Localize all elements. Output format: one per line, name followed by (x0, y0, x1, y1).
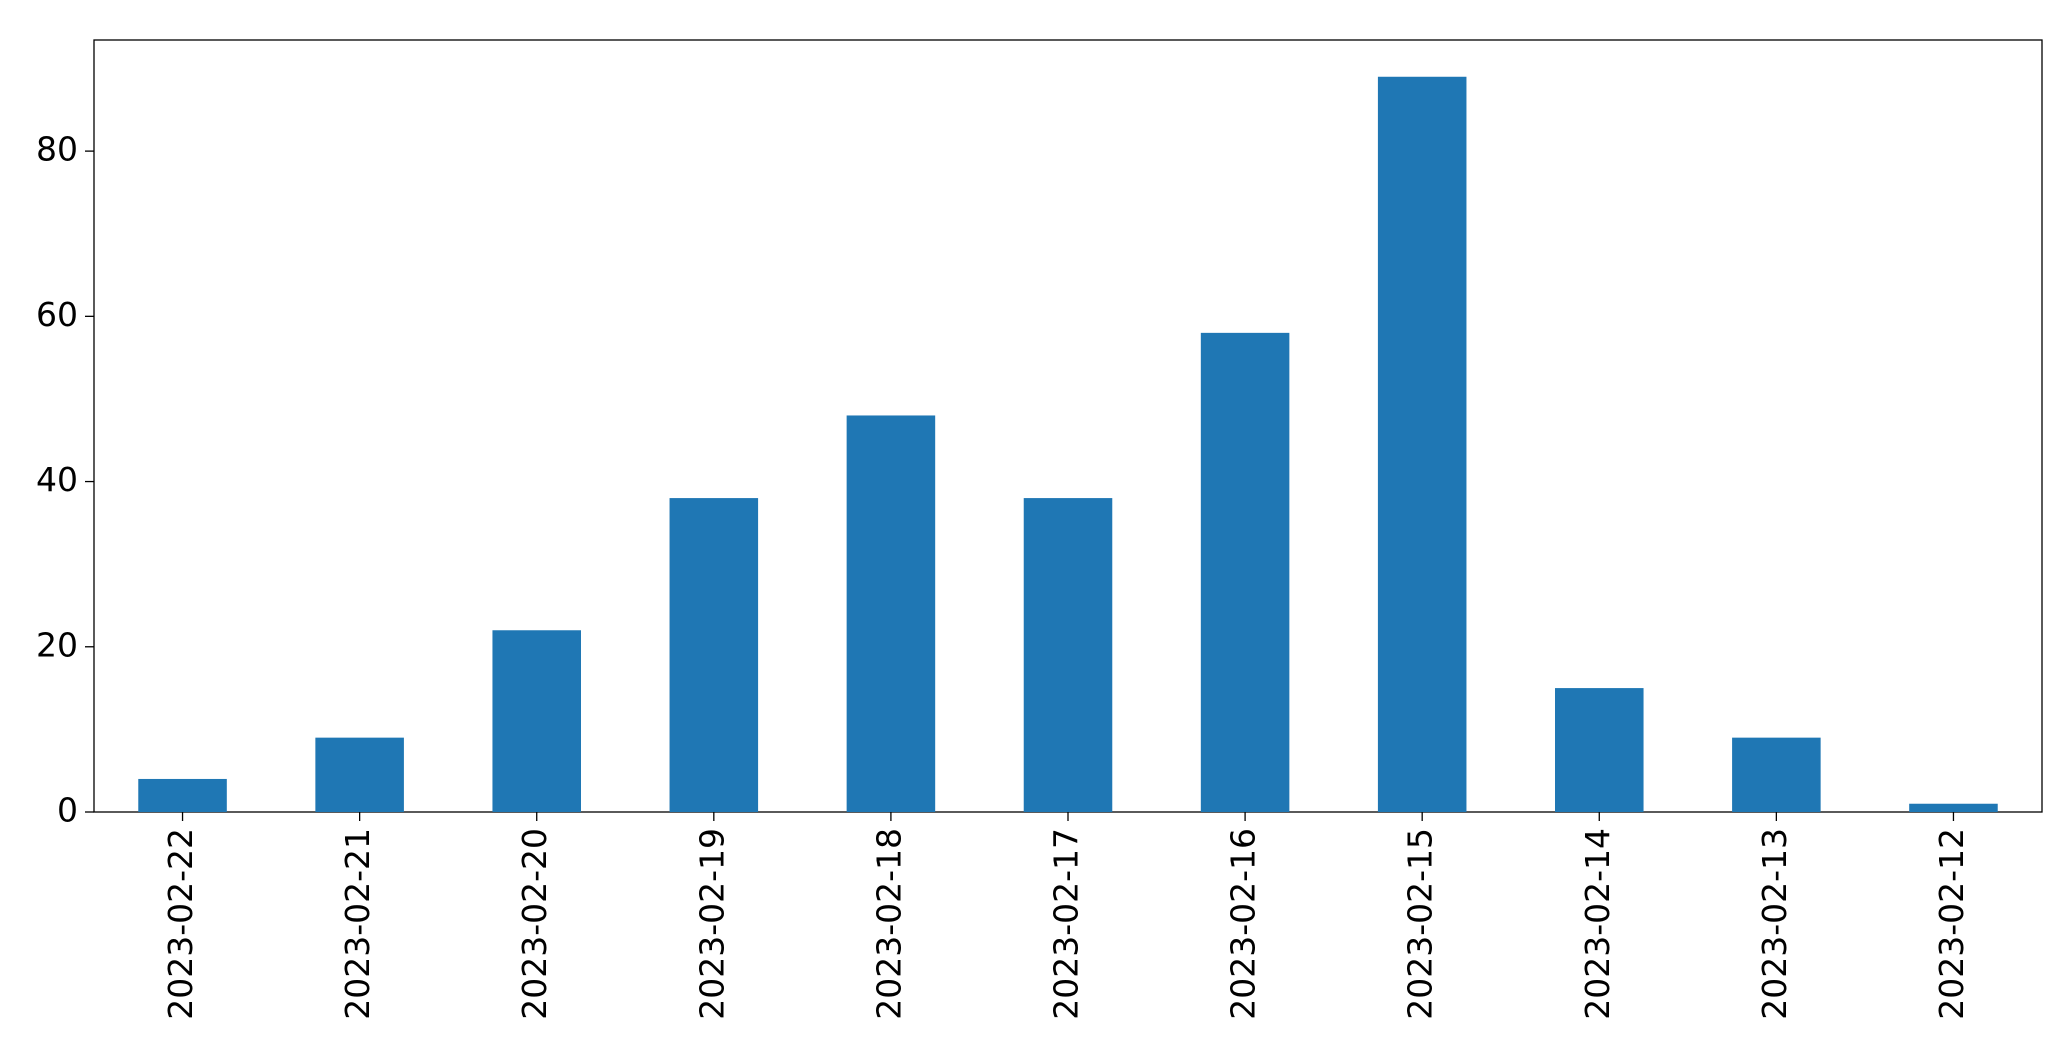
bar (1909, 803, 1998, 812)
y-tick-label: 0 (57, 791, 78, 830)
x-tick-label: 2023-02-19 (692, 828, 731, 1020)
bar (669, 498, 759, 812)
bar (138, 778, 227, 812)
y-tick-label: 40 (36, 460, 78, 499)
y-tick-label: 80 (36, 130, 78, 169)
x-tick-label: 2023-02-14 (1578, 828, 1617, 1020)
x-tick-label: 2023-02-20 (515, 828, 554, 1020)
bar (846, 415, 936, 812)
x-tick-label: 2023-02-21 (338, 828, 377, 1020)
y-tick-label: 20 (36, 625, 78, 664)
x-tick-label: 2023-02-18 (869, 828, 908, 1020)
bar (1377, 76, 1467, 812)
x-tick-label: 2023-02-22 (161, 828, 200, 1020)
bar (1555, 688, 1644, 812)
bar (315, 737, 404, 812)
x-tick-label: 2023-02-15 (1401, 828, 1440, 1020)
x-tick-label: 2023-02-13 (1755, 828, 1794, 1020)
x-tick-label: 2023-02-12 (1932, 828, 1971, 1020)
bar (1200, 332, 1290, 812)
y-tick-label: 60 (36, 295, 78, 334)
bar (1023, 498, 1113, 812)
x-tick-label: 2023-02-17 (1047, 828, 1086, 1020)
bar (1732, 737, 1821, 812)
x-tick-label: 2023-02-16 (1224, 828, 1263, 1020)
bar (492, 630, 581, 812)
